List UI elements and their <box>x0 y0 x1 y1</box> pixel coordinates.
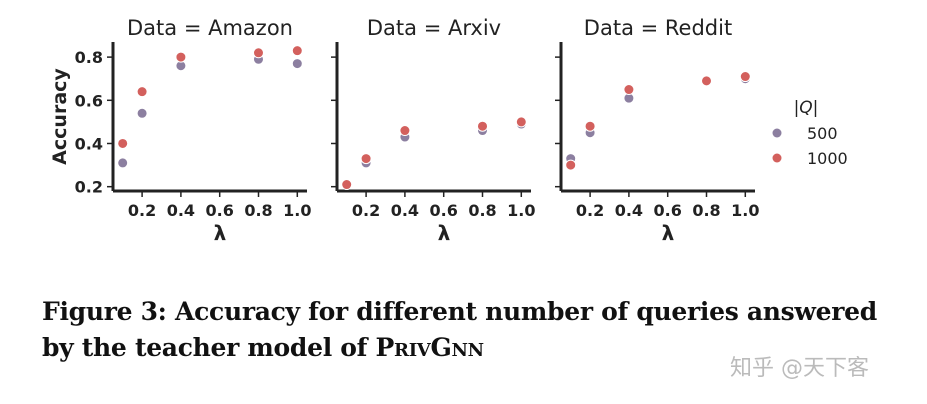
x-tick-label: 0.6 <box>430 201 458 220</box>
legend-title: |Q| <box>794 98 819 118</box>
data-point-1000 <box>565 159 577 171</box>
x-tick-label: 0.2 <box>128 201 156 220</box>
data-point-1000 <box>253 47 264 59</box>
x-tick-label: 1.0 <box>731 201 759 220</box>
panel-title: Data = Amazon <box>127 16 293 40</box>
figure-caption: Figure 3: Accuracy for different number … <box>42 294 877 366</box>
x-tick-label: 0.2 <box>576 201 604 220</box>
watermark: 知乎 @天下客 <box>730 356 869 381</box>
caption-line-2: by the teacher model of PrivGnn <box>42 330 877 366</box>
caption-text: by the teacher model of <box>42 333 376 362</box>
chart: Data = Amazon 0.2 0.4 0.6 0.8 0.2 0.4 0.6 0.8 1.0… <box>49 16 848 245</box>
x-tick-label: 0.4 <box>167 201 195 220</box>
legend-label: 500 <box>807 124 838 143</box>
data-point-1000 <box>117 137 129 149</box>
y-tick-label: 0.4 <box>75 134 103 153</box>
data-point-500 <box>136 107 148 119</box>
data-point-1000 <box>399 125 411 137</box>
panel-title: Data = Reddit <box>584 16 732 40</box>
x-axis-label: λ <box>438 221 451 245</box>
legend-marker <box>772 128 782 138</box>
x-tick-label: 0.8 <box>468 201 496 220</box>
data-point-500 <box>117 157 129 169</box>
y-tick-label: 0.6 <box>75 91 103 110</box>
y-axis-label: Accuracy <box>49 68 71 165</box>
panel-title: Data = Arxiv <box>367 16 501 40</box>
caption-method-name: PrivGnn <box>375 333 485 362</box>
x-tick-label: 0.8 <box>692 201 720 220</box>
x-tick-label: 0.6 <box>206 201 234 220</box>
data-point-1000 <box>360 153 372 165</box>
data-point-1000 <box>477 120 488 132</box>
caption-line-1: Figure 3: Accuracy for different number … <box>42 297 877 326</box>
x-tick-label: 1.0 <box>507 201 535 220</box>
data-point-1000 <box>623 84 635 96</box>
data-point-500 <box>291 58 303 70</box>
data-point-1000 <box>175 51 187 63</box>
x-axis-label: λ <box>214 221 227 245</box>
data-point-1000 <box>136 86 148 98</box>
x-tick-label: 0.6 <box>654 201 682 220</box>
x-tick-label: 0.4 <box>615 201 643 220</box>
data-point-1000 <box>701 75 712 87</box>
x-tick-label: 0.2 <box>352 201 380 220</box>
data-point-1000 <box>291 45 303 57</box>
y-tick-label: 0.8 <box>75 48 103 67</box>
data-point-1000 <box>515 116 527 128</box>
legend-label: 1000 <box>807 149 848 168</box>
x-axis-label: λ <box>662 221 675 245</box>
legend-marker <box>772 153 782 163</box>
x-tick-label: 0.8 <box>244 201 272 220</box>
data-point-1000 <box>341 179 353 191</box>
x-tick-label: 0.4 <box>391 201 419 220</box>
x-tick-label: 1.0 <box>283 201 311 220</box>
data-point-1000 <box>584 120 596 132</box>
data-point-1000 <box>739 71 751 83</box>
y-tick-label: 0.2 <box>75 178 103 197</box>
